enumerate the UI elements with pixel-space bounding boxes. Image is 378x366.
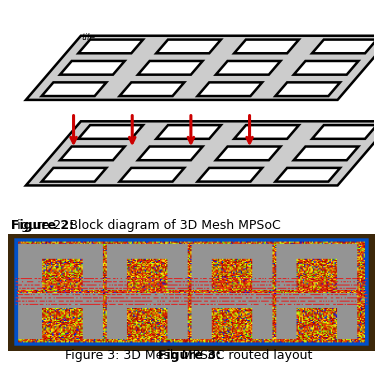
Polygon shape xyxy=(234,125,299,139)
Text: Figure 3:: Figure 3: xyxy=(158,349,220,362)
Polygon shape xyxy=(26,121,378,186)
Polygon shape xyxy=(119,82,184,96)
Text: Figure 2: Block diagram of 3D Mesh MPSoC: Figure 2: Block diagram of 3D Mesh MPSoC xyxy=(11,219,281,232)
Polygon shape xyxy=(78,125,143,139)
Polygon shape xyxy=(156,40,221,53)
Polygon shape xyxy=(138,61,203,75)
Polygon shape xyxy=(216,61,280,75)
Text: Figure 3: 3D Mesh MPSoC routed layout: Figure 3: 3D Mesh MPSoC routed layout xyxy=(65,349,313,362)
Polygon shape xyxy=(216,146,280,160)
Polygon shape xyxy=(42,82,106,96)
Text: Figure 2:: Figure 2: xyxy=(11,219,74,232)
Polygon shape xyxy=(276,82,340,96)
Polygon shape xyxy=(156,125,221,139)
Polygon shape xyxy=(119,168,184,182)
Polygon shape xyxy=(294,61,358,75)
Polygon shape xyxy=(26,36,378,100)
Polygon shape xyxy=(197,82,262,96)
Polygon shape xyxy=(60,61,125,75)
Polygon shape xyxy=(197,168,262,182)
Text: tile: tile xyxy=(81,33,95,42)
Polygon shape xyxy=(42,168,106,182)
Polygon shape xyxy=(234,40,299,53)
Polygon shape xyxy=(294,146,358,160)
Polygon shape xyxy=(312,125,377,139)
Polygon shape xyxy=(276,168,340,182)
Polygon shape xyxy=(60,146,125,160)
Polygon shape xyxy=(78,40,143,53)
Polygon shape xyxy=(138,146,203,160)
Polygon shape xyxy=(312,40,377,53)
